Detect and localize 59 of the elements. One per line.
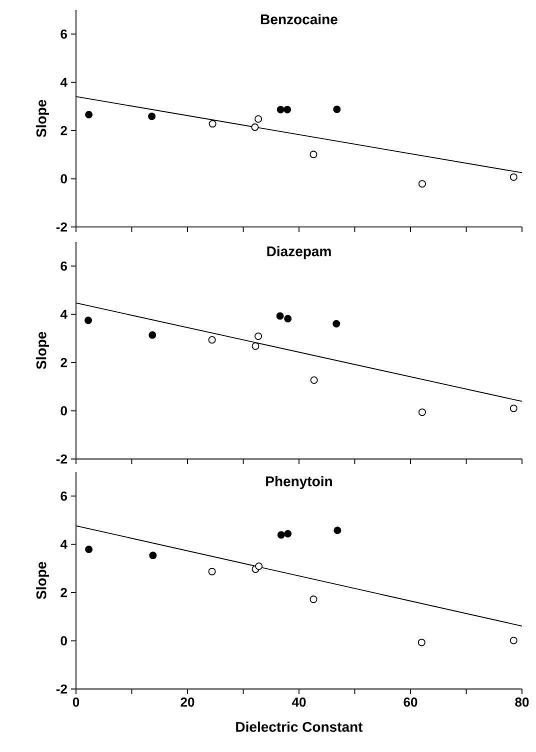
x-tick-label: 80: [515, 698, 529, 707]
y-axis-title: Slope: [36, 100, 50, 138]
y-tick-label: 0: [60, 636, 67, 646]
point: [208, 120, 216, 128]
point: [85, 546, 93, 554]
y-tick-label: -2: [56, 684, 67, 694]
point: [510, 404, 518, 412]
point: [284, 106, 292, 114]
point: [333, 106, 341, 114]
x-tick-label: 60: [404, 698, 418, 707]
x-tick-label: 0: [72, 698, 80, 707]
y-tick-label: 4: [60, 540, 68, 549]
y-tick-label: 0: [60, 406, 67, 416]
point: [148, 112, 156, 120]
point: [334, 526, 342, 534]
point: [85, 110, 93, 118]
y-tick-label: 6: [60, 262, 67, 271]
y-tick-label: -2: [56, 454, 67, 464]
y-tick-label: 0: [60, 174, 67, 184]
point: [418, 638, 426, 646]
y-tick-label: 4: [60, 78, 68, 87]
point: [310, 596, 318, 604]
point: [284, 314, 292, 322]
point: [332, 320, 340, 328]
y-tick-label: 4: [60, 310, 68, 319]
point: [418, 180, 426, 188]
chart-title: Phenytoin: [266, 476, 332, 490]
point: [510, 636, 518, 644]
point: [252, 342, 260, 350]
x-axis-title: Dielectric Constant: [236, 722, 363, 732]
point: [84, 316, 92, 324]
point: [148, 331, 156, 339]
y-axis-title: Slope: [36, 562, 50, 600]
y-tick-label: -2: [56, 222, 67, 232]
y-tick-label: 2: [60, 126, 67, 136]
point: [254, 332, 262, 340]
point: [284, 530, 292, 538]
point: [276, 312, 284, 320]
point: [310, 376, 318, 384]
point: [251, 123, 259, 131]
y-axis-title: Slope: [36, 332, 50, 370]
point: [276, 106, 284, 114]
point: [310, 150, 318, 158]
x-tick-label: 40: [292, 698, 306, 707]
chart-title: Diazepam: [267, 246, 331, 260]
point: [149, 552, 157, 560]
point: [418, 408, 426, 416]
x-tick-label: 20: [180, 698, 194, 707]
point: [254, 115, 262, 123]
point: [208, 336, 216, 344]
point: [510, 173, 518, 181]
point: [208, 568, 216, 576]
y-tick-label: 2: [60, 588, 67, 598]
chart-title: Benzocaine: [261, 14, 338, 24]
point: [255, 562, 263, 570]
y-tick-label: 6: [60, 29, 67, 39]
y-tick-label: 2: [60, 358, 67, 368]
y-tick-label: 6: [60, 492, 67, 501]
point: [277, 531, 285, 539]
